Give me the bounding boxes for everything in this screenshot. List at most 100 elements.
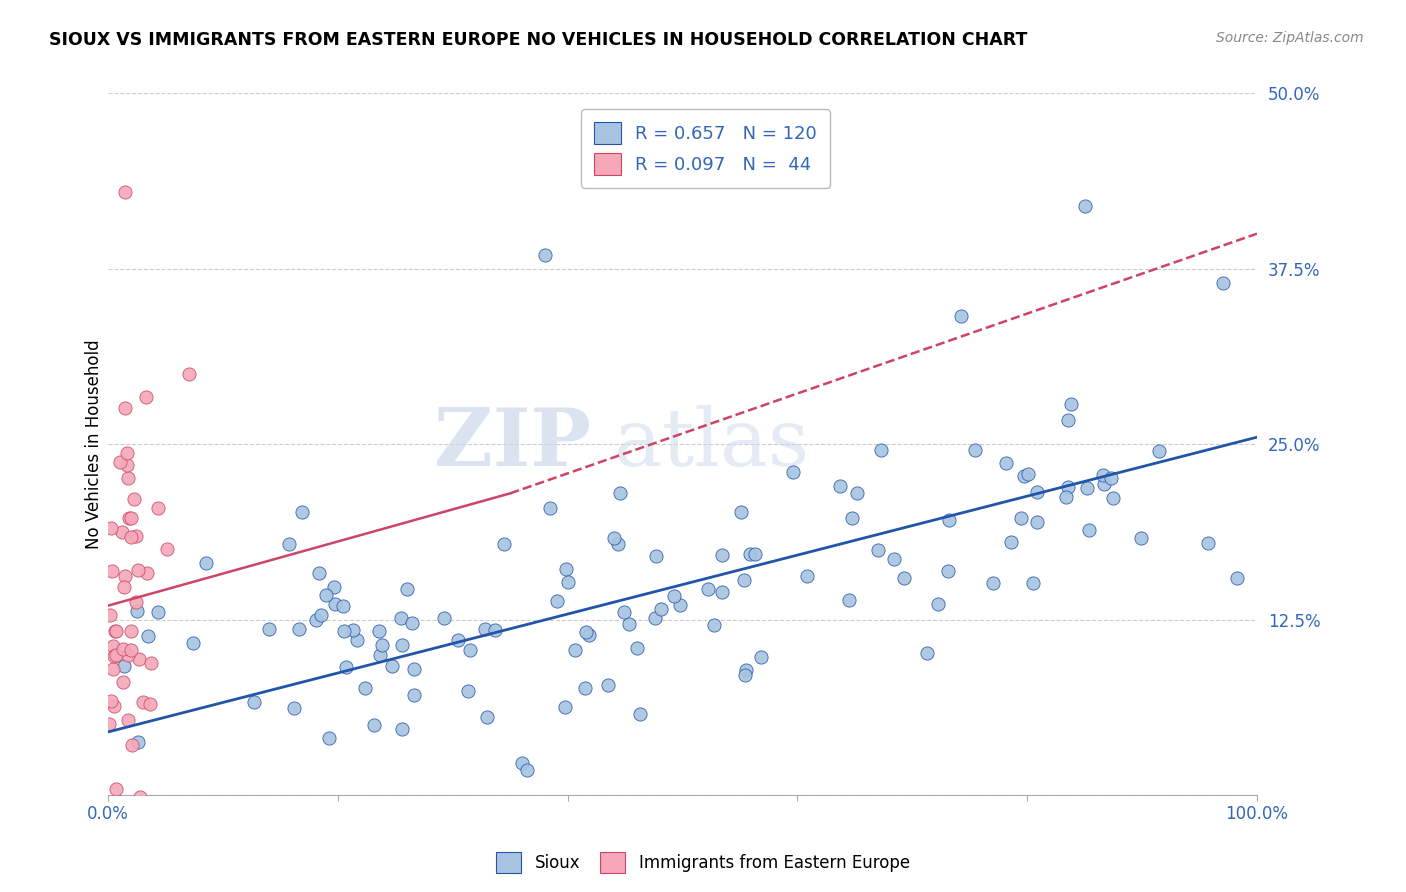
Point [1211, 276, 1233, 290]
Point [838, 593, 860, 607]
Point [105, 782, 128, 797]
Point [575, 625, 598, 640]
Point [883, 551, 905, 566]
Point [391, 722, 413, 736]
Point [115, 446, 138, 460]
Point [915, 646, 938, 660]
Point [257, 622, 280, 636]
Point [146, 605, 169, 619]
Point [121, 739, 143, 753]
Point [117, 471, 139, 485]
Point [1197, 536, 1219, 550]
Point [893, 571, 915, 585]
Point [1147, 443, 1170, 458]
Point [112, 658, 135, 673]
Point [333, 624, 356, 638]
Point [381, 659, 404, 673]
Point [114, 185, 136, 199]
Point [309, 607, 332, 622]
Point [1012, 469, 1035, 483]
Point [111, 674, 134, 689]
Point [103, 698, 125, 713]
Point [148, 501, 170, 516]
Point [323, 597, 346, 611]
Point [105, 648, 128, 663]
Point [626, 641, 648, 656]
Point [628, 706, 651, 721]
Point [111, 641, 134, 656]
Text: atlas: atlas [613, 405, 808, 483]
Point [335, 660, 357, 674]
Point [322, 580, 344, 594]
Point [696, 582, 718, 596]
Point [554, 700, 576, 714]
Point [389, 610, 412, 624]
Point [1226, 571, 1249, 585]
Point [949, 310, 972, 324]
Point [782, 465, 804, 479]
Point [396, 582, 419, 597]
Point [1092, 476, 1115, 491]
Point [124, 492, 146, 507]
Point [1060, 397, 1083, 411]
Point [342, 624, 364, 638]
Point [402, 688, 425, 702]
Point [181, 636, 204, 650]
Point [127, 604, 149, 618]
Point [111, 525, 134, 540]
Point [1025, 516, 1047, 530]
Point [1091, 468, 1114, 483]
Point [127, 734, 149, 748]
Point [938, 513, 960, 527]
Point [983, 576, 1005, 591]
Point [177, 367, 200, 381]
Point [127, 563, 149, 577]
Point [557, 574, 579, 589]
Point [995, 456, 1018, 470]
Point [354, 681, 377, 695]
Point [734, 667, 756, 681]
Point [368, 624, 391, 639]
Point [305, 613, 328, 627]
Point [129, 789, 152, 804]
Point [492, 537, 515, 551]
Point [574, 681, 596, 695]
Point [121, 510, 143, 524]
Point [283, 701, 305, 715]
Point [194, 556, 217, 570]
Point [927, 597, 949, 611]
Text: ZIP: ZIP [433, 405, 591, 483]
Point [870, 443, 893, 458]
Point [288, 623, 311, 637]
Point [845, 485, 868, 500]
Point [730, 505, 752, 519]
Point [139, 656, 162, 670]
Point [115, 458, 138, 472]
Point [710, 585, 733, 599]
Point [578, 628, 600, 642]
Point [371, 638, 394, 652]
Point [1022, 575, 1045, 590]
Point [103, 648, 125, 663]
Legend: R = 0.657   N = 120, R = 0.097   N =  44: R = 0.657 N = 120, R = 0.097 N = 44 [581, 110, 830, 187]
Point [749, 650, 772, 665]
Point [617, 616, 640, 631]
Point [401, 615, 423, 630]
Point [98, 717, 121, 731]
Point [138, 697, 160, 711]
Point [1000, 535, 1022, 549]
Point [120, 624, 142, 638]
Point [117, 648, 139, 662]
Point [1026, 484, 1049, 499]
Point [458, 643, 481, 657]
Point [100, 694, 122, 708]
Point [136, 629, 159, 643]
Point [447, 632, 470, 647]
Point [564, 643, 586, 657]
Point [1054, 490, 1077, 504]
Point [105, 624, 128, 638]
Point [291, 505, 314, 519]
Point [433, 611, 456, 625]
Point [114, 401, 136, 415]
Y-axis label: No Vehicles in Household: No Vehicles in Household [86, 339, 103, 549]
